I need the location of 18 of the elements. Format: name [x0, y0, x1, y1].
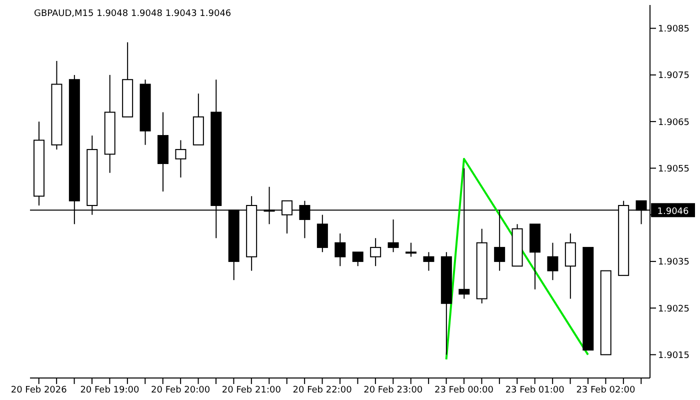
- x-tick-label: 20 Feb 21:00: [222, 385, 282, 396]
- y-tick-label: 1.9085: [658, 24, 690, 35]
- x-tick-label: 20 Feb 19:00: [80, 385, 140, 396]
- x-tick-label: 23 Feb 00:00: [434, 385, 494, 396]
- x-tick-label: 23 Feb 02:00: [576, 385, 636, 396]
- chart-title: GBPAUD,M15 1.9048 1.9048 1.9043 1.9046: [34, 9, 232, 19]
- y-tick-label: 1.9025: [658, 304, 690, 314]
- y-tick-label: 1.9035: [658, 258, 690, 268]
- x-tick-label: 20 Feb 23:00: [364, 385, 423, 396]
- y-tick-label: 1.9075: [658, 71, 690, 82]
- x-tick-label: 20 Feb 2026: [10, 385, 68, 396]
- y-tick-label: 1.9055: [658, 164, 690, 174]
- x-tick-label: 20 Feb 20:00: [151, 385, 210, 396]
- y-tick-label: 1.9065: [658, 118, 690, 128]
- x-tick-label: 23 Feb 01:00: [505, 385, 565, 396]
- x-tick-label: 20 Feb 22:00: [292, 385, 352, 396]
- y-tick-label: 1.9015: [658, 350, 690, 361]
- ref-line-label: 1.9046: [657, 207, 690, 218]
